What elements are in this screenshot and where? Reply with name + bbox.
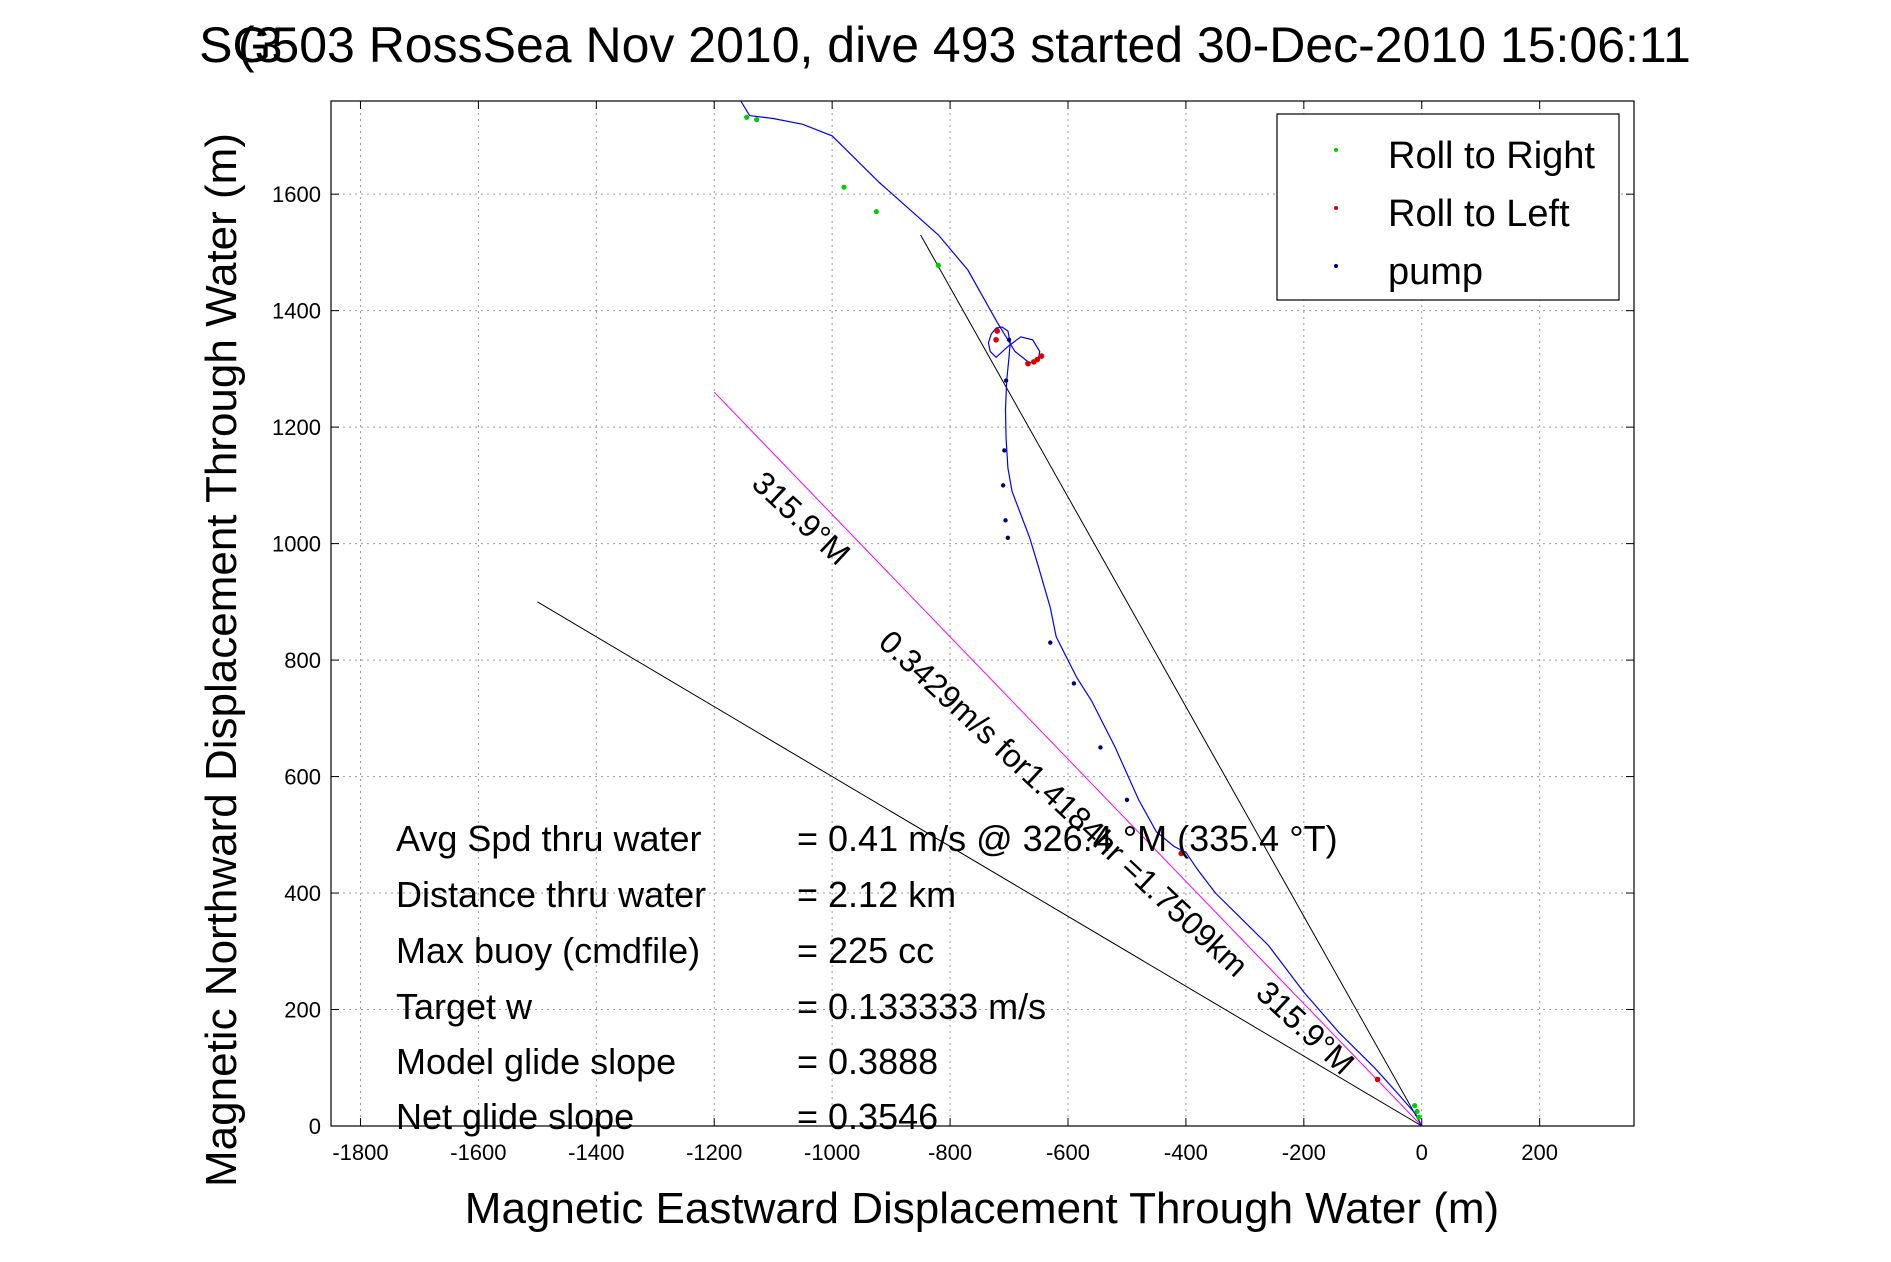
y-tick-label: 600: [284, 765, 321, 790]
roll-right-point: [1412, 1103, 1418, 1109]
stat-label: Distance thru water: [396, 874, 706, 915]
stat-value: = 0.3888: [797, 1041, 938, 1082]
stat-label: Target w: [396, 986, 533, 1027]
stats-block: Avg Spd thru water = 0.41 m/s @ 326.4 °M…: [396, 818, 1338, 1137]
x-axis-ticks: -1800 -1600 -1400 -1200 -1000 -800 -600 -400 -20…: [332, 101, 1558, 1165]
reference-lines: [537, 234, 1423, 1127]
pump-point: [1006, 337, 1012, 342]
stat-label: Avg Spd thru water: [396, 818, 702, 859]
pump-point: [1000, 483, 1006, 488]
stat-value: = 0.41 m/s @ 326.4 °M (335.4 °T): [797, 818, 1338, 859]
plot-frame: [330, 100, 1635, 1127]
roll-right-point: [1414, 1108, 1420, 1115]
x-tick-label: 0: [1416, 1140, 1428, 1165]
y-tick-label: 1400: [272, 299, 321, 324]
reference-line: [713, 391, 1423, 1127]
pump-point: [1005, 535, 1011, 540]
legend-box: [1276, 113, 1620, 301]
legend-label: pump: [1388, 251, 1483, 293]
pump-point: [1048, 640, 1053, 645]
x-tick-label: -1400: [568, 1140, 624, 1165]
legend-label: Roll to Right: [1388, 135, 1595, 177]
roll-left-point: [1038, 353, 1045, 359]
title-overlap-text: (3: [238, 17, 282, 73]
legend-marker-roll-right: [1334, 148, 1338, 152]
x-tick-label: -1800: [332, 1140, 388, 1165]
roll-left-point: [993, 336, 999, 343]
y-tick-label: 1600: [272, 182, 321, 207]
y-tick-label: 400: [284, 881, 321, 906]
roll-right-point: [841, 184, 847, 190]
pump-point: [1002, 448, 1007, 453]
roll-right-point: [1416, 1114, 1422, 1120]
x-tick-label: -800: [928, 1140, 972, 1165]
x-tick-label: -1600: [450, 1140, 506, 1165]
stat-value: = 225 cc: [797, 930, 934, 971]
legend-label: Roll to Left: [1388, 193, 1570, 235]
chart-title: SG503 RossSea Nov 2010, dive 493 started…: [199, 17, 1691, 73]
x-tick-label: -1000: [804, 1140, 860, 1165]
stat-value: = 0.133333 m/s: [797, 986, 1046, 1027]
stat-label: Max buoy (cmdfile): [396, 930, 700, 971]
legend: Roll to Right Roll to Left pump: [1276, 113, 1620, 301]
y-tick-label: 800: [284, 648, 321, 673]
roll-right-point: [744, 114, 750, 120]
pump-point: [1124, 797, 1130, 803]
roll-left-point: [1030, 359, 1037, 365]
x-tick-label: -1200: [686, 1140, 742, 1165]
x-tick-label: -400: [1164, 1140, 1208, 1165]
track-markers: [744, 114, 1422, 1120]
roll-right-point: [754, 117, 760, 123]
y-tick-label: 200: [284, 998, 321, 1023]
legend-marker-roll-left: [1334, 206, 1338, 210]
y-axis-ticks: 0 200 400 600 800 1000 1200 1400 1600: [272, 182, 1634, 1139]
roll-left-point: [1025, 360, 1031, 367]
legend-marker-pump: [1334, 264, 1338, 268]
roll-right-point: [873, 209, 879, 215]
stat-label: Net glide slope: [396, 1096, 634, 1137]
stat-value: = 2.12 km: [797, 874, 956, 915]
x-tick-label: -200: [1282, 1140, 1326, 1165]
y-axis-label: Magnetic Northward Displacement Through …: [197, 133, 246, 1187]
reference-line: [537, 601, 1423, 1127]
y-tick-label: 0: [309, 1114, 321, 1139]
x-axis-label: Magnetic Eastward Displacement Through W…: [465, 1184, 1499, 1233]
roll-left-point: [1374, 1076, 1381, 1083]
stat-label: Model glide slope: [396, 1041, 676, 1082]
pump-point: [1003, 518, 1008, 523]
x-tick-label: -600: [1046, 1140, 1090, 1165]
roll-left-point: [1178, 850, 1184, 857]
roll-right-point: [935, 262, 941, 268]
pump-point: [1071, 681, 1077, 686]
y-tick-label: 1200: [272, 415, 321, 440]
reference-line: [920, 234, 1423, 1127]
roll-left-point: [994, 328, 1001, 334]
stat-value: = 0.3546: [797, 1096, 938, 1137]
pump-point: [1003, 378, 1009, 383]
x-tick-label: 200: [1521, 1140, 1558, 1165]
y-tick-label: 1000: [272, 532, 321, 557]
pump-point: [1098, 745, 1103, 750]
